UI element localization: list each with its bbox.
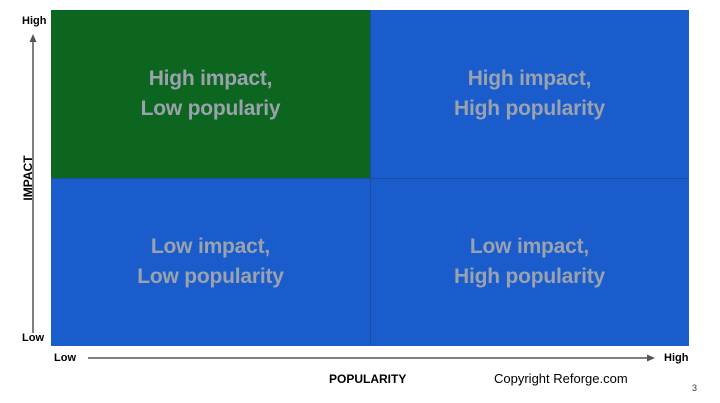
quadrant-low-impact-low-popularity: Low impact, Low popularity xyxy=(51,178,370,346)
y-axis-arrow-icon xyxy=(29,34,37,42)
y-axis-high-label: High xyxy=(22,15,47,27)
x-axis-arrow-icon xyxy=(647,354,655,362)
quadrant-label-line-1: Low impact, xyxy=(469,235,590,258)
quadrant-label-line-1: Low impact, xyxy=(150,235,271,258)
quadrant-label-line-2: High popularity xyxy=(454,265,605,288)
quadrant-label-line-1: High impact, xyxy=(148,67,273,90)
quadrant-matrix: High impact, Low populariy High impact, … xyxy=(51,10,689,346)
horizontal-divider xyxy=(51,178,689,179)
quadrant-label: High impact, Low populariy xyxy=(141,64,281,124)
copyright-text: Copyright Reforge.com xyxy=(494,371,628,386)
quadrant-high-impact-low-popularity: High impact, Low populariy xyxy=(51,10,370,178)
quadrant-low-impact-high-popularity: Low impact, High popularity xyxy=(370,178,689,346)
quadrant-label: High impact, High popularity xyxy=(454,64,605,124)
page-number: 3 xyxy=(692,383,698,393)
x-axis-title: POPULARITY xyxy=(329,372,407,386)
y-axis-low-label: Low xyxy=(22,332,44,344)
quadrant-label-line-2: High popularity xyxy=(454,97,605,120)
quadrant-label-line-2: Low popularity xyxy=(137,265,284,288)
quadrant-label: Low impact, Low popularity xyxy=(137,232,284,292)
quadrant-label-line-1: High impact, xyxy=(467,67,592,90)
x-axis-high-label: High xyxy=(664,352,689,364)
x-axis-low-label: Low xyxy=(54,352,76,364)
quadrant-label: Low impact, High popularity xyxy=(454,232,605,292)
quadrant-high-impact-high-popularity: High impact, High popularity xyxy=(370,10,689,178)
quadrant-label-line-2: Low populariy xyxy=(140,97,281,120)
y-axis-title: IMPACT xyxy=(21,155,35,201)
